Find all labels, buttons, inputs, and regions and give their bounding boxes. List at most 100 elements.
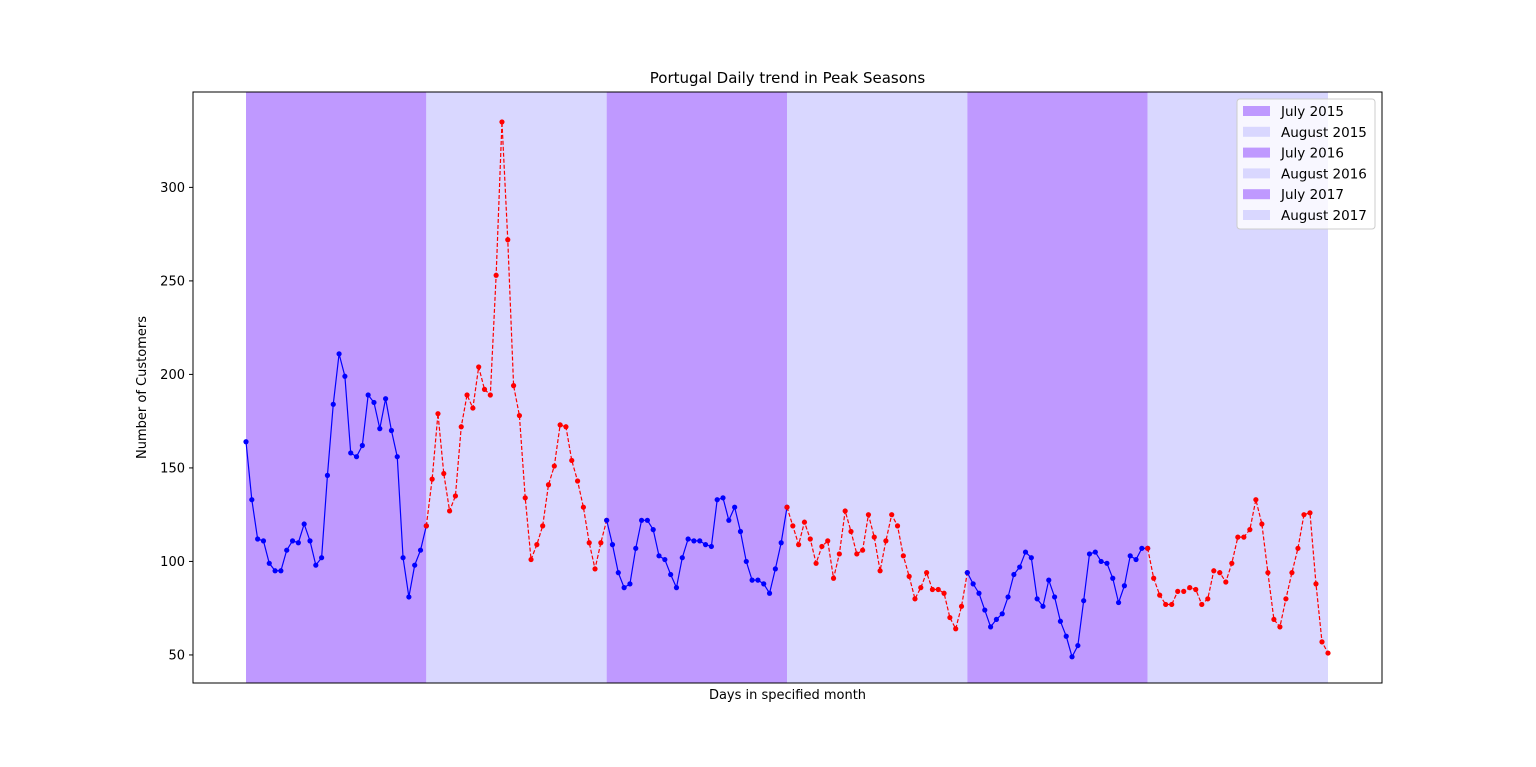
y-tick-label: 250 bbox=[160, 274, 185, 289]
data-point bbox=[1319, 639, 1325, 645]
legend-swatch bbox=[1243, 168, 1270, 179]
data-point bbox=[481, 386, 488, 392]
data-point bbox=[557, 422, 563, 428]
band-july-2017 bbox=[967, 92, 1148, 683]
data-point bbox=[510, 383, 517, 389]
data-point bbox=[935, 586, 941, 593]
data-point bbox=[417, 547, 424, 553]
data-point bbox=[423, 523, 429, 529]
data-point bbox=[1223, 579, 1229, 585]
data-point bbox=[1169, 601, 1175, 608]
data-point bbox=[941, 590, 947, 596]
data-point bbox=[761, 581, 767, 587]
data-point bbox=[1187, 585, 1193, 591]
data-point bbox=[272, 568, 278, 574]
data-point bbox=[1121, 583, 1127, 589]
data-point bbox=[493, 272, 499, 278]
legend-swatch bbox=[1243, 189, 1270, 200]
data-point bbox=[1028, 555, 1034, 561]
data-point bbox=[1046, 577, 1052, 583]
chart-title: Portugal Daily trend in Peak Seasons bbox=[650, 69, 926, 87]
data-point bbox=[604, 517, 610, 523]
data-point bbox=[964, 570, 970, 576]
data-point bbox=[860, 547, 866, 553]
legend-swatch bbox=[1243, 210, 1270, 220]
series-line-august-2015 bbox=[425, 121, 608, 570]
data-point bbox=[551, 463, 557, 469]
data-point bbox=[400, 555, 406, 561]
data-point bbox=[1022, 549, 1029, 555]
data-point bbox=[830, 575, 837, 581]
data-point bbox=[569, 457, 575, 464]
data-point bbox=[319, 555, 325, 561]
data-point bbox=[470, 405, 476, 411]
data-point bbox=[685, 536, 691, 542]
data-point bbox=[749, 577, 755, 583]
data-point bbox=[871, 534, 877, 540]
data-point bbox=[615, 570, 621, 576]
data-point bbox=[452, 493, 459, 499]
data-point bbox=[307, 538, 313, 544]
y-axis-label: Number of Customers bbox=[135, 316, 150, 459]
data-point bbox=[784, 504, 790, 510]
band-july-2015 bbox=[246, 92, 427, 683]
data-point bbox=[772, 566, 778, 572]
legend-box bbox=[1236, 98, 1376, 230]
data-point bbox=[1145, 545, 1151, 551]
data-point bbox=[1011, 571, 1017, 578]
data-point bbox=[289, 538, 296, 544]
data-point bbox=[487, 392, 493, 398]
data-point bbox=[755, 577, 761, 583]
data-point bbox=[359, 442, 365, 449]
data-point bbox=[278, 568, 284, 574]
data-point bbox=[1104, 560, 1110, 566]
data-point bbox=[371, 399, 377, 406]
data-point bbox=[295, 540, 301, 546]
data-point bbox=[958, 603, 965, 609]
legend-label: July 2017 bbox=[1280, 187, 1344, 203]
data-point bbox=[1259, 521, 1265, 527]
data-point bbox=[1271, 616, 1277, 623]
data-point bbox=[1235, 534, 1241, 540]
data-point bbox=[766, 590, 773, 596]
data-point bbox=[499, 119, 505, 125]
data-point bbox=[912, 596, 918, 602]
data-point bbox=[342, 373, 348, 379]
data-point bbox=[1092, 549, 1098, 555]
data-point bbox=[324, 472, 331, 478]
data-point bbox=[1277, 624, 1283, 630]
data-point bbox=[1139, 545, 1145, 551]
data-point bbox=[383, 396, 389, 402]
data-point bbox=[458, 424, 464, 430]
legend-swatch bbox=[1243, 106, 1270, 116]
data-point bbox=[743, 558, 749, 565]
data-point bbox=[1163, 601, 1169, 608]
data-point bbox=[662, 556, 668, 563]
data-point bbox=[592, 566, 598, 572]
legend-swatch bbox=[1243, 147, 1270, 158]
data-point bbox=[1069, 654, 1075, 660]
data-point bbox=[708, 543, 714, 550]
data-point bbox=[737, 528, 744, 535]
data-point bbox=[249, 497, 255, 503]
data-point bbox=[1181, 588, 1187, 594]
data-point bbox=[586, 540, 592, 546]
data-point bbox=[1253, 497, 1259, 503]
data-point bbox=[476, 364, 482, 370]
data-point bbox=[580, 504, 587, 510]
data-point bbox=[796, 542, 802, 548]
data-point bbox=[545, 482, 552, 488]
data-point bbox=[720, 495, 726, 501]
data-point bbox=[377, 426, 383, 432]
data-point bbox=[435, 411, 441, 417]
data-point bbox=[1325, 650, 1331, 656]
data-point bbox=[673, 585, 680, 591]
y-tick-label: 300 bbox=[160, 181, 185, 196]
data-point bbox=[918, 585, 924, 591]
data-point bbox=[953, 626, 959, 632]
legend-label: August 2016 bbox=[1281, 166, 1367, 182]
y-tick-label: 100 bbox=[160, 555, 185, 570]
legend-label: July 2015 bbox=[1280, 104, 1344, 120]
data-point bbox=[1157, 592, 1163, 598]
data-point bbox=[609, 542, 616, 548]
